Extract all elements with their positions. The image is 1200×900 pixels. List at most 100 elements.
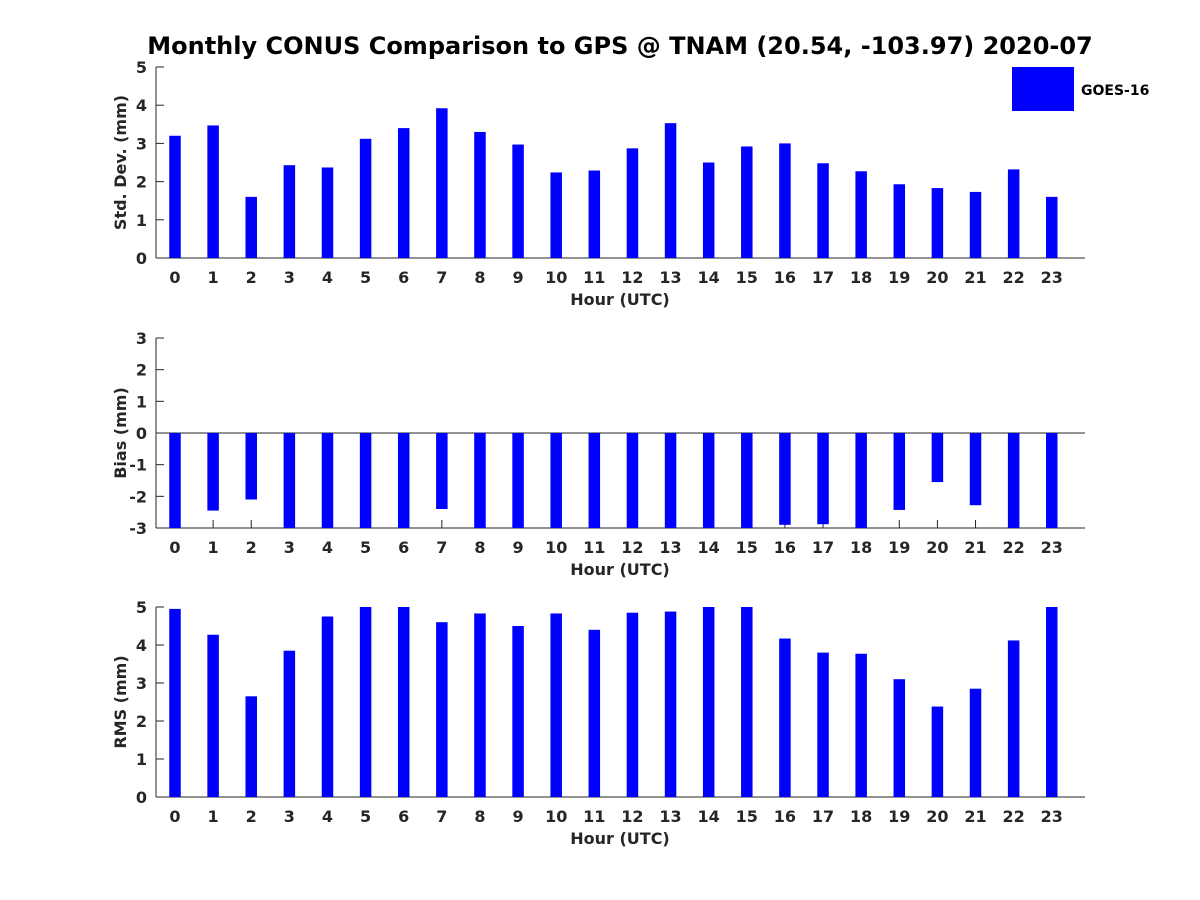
x-tick-label: 20 [926, 268, 948, 287]
bar-hour-8 [474, 613, 486, 797]
x-tick-label: 18 [850, 807, 872, 826]
bar-hour-20 [931, 433, 944, 483]
bar-hour-2 [245, 196, 257, 258]
x-tick-label: 12 [621, 538, 643, 557]
x-tick-label: 3 [284, 538, 295, 557]
x-tick-label: 0 [169, 268, 180, 287]
x-tick-label: 16 [774, 807, 796, 826]
y-tick-label: 1 [136, 392, 147, 411]
bar-hour-6 [397, 607, 410, 797]
x-axis-label: Hour (UTC) [570, 290, 670, 309]
bar-hour-11 [588, 433, 601, 528]
x-tick-label: 4 [322, 807, 333, 826]
bar-hour-16 [779, 638, 791, 797]
y-tick-label: 0 [136, 788, 147, 807]
x-tick-label: 19 [888, 268, 910, 287]
bar-hour-15 [741, 433, 753, 528]
bar-hour-10 [550, 433, 562, 528]
x-tick-label: 11 [583, 807, 605, 826]
bar-hour-18 [855, 171, 867, 258]
bar-hour-22 [1007, 433, 1020, 528]
y-tick-label: 0 [136, 249, 147, 268]
x-tick-label: 4 [322, 268, 333, 287]
y-axis-label: RMS (mm) [111, 655, 130, 748]
y-tick-label: 3 [136, 674, 147, 693]
bar-hour-0 [169, 608, 181, 797]
bar-hour-8 [474, 131, 486, 258]
x-tick-label: 1 [208, 538, 219, 557]
x-tick-label: 14 [698, 538, 720, 557]
x-tick-label: 16 [774, 268, 796, 287]
x-tick-label: 15 [736, 807, 758, 826]
bar-hour-9 [512, 433, 524, 528]
x-tick-label: 6 [398, 538, 409, 557]
x-tick-label: 14 [698, 268, 720, 287]
bar-hour-14 [702, 162, 715, 258]
bar-hour-13 [664, 433, 677, 528]
x-tick-label: 10 [545, 538, 567, 557]
y-tick-label: 4 [136, 636, 147, 655]
x-tick-label: 11 [583, 268, 605, 287]
x-tick-label: 1 [208, 268, 219, 287]
legend-swatch-goes-16 [1012, 67, 1074, 111]
bar-hour-2 [245, 696, 257, 797]
bar-hour-22 [1007, 640, 1020, 797]
bar-hour-17 [817, 433, 829, 525]
bar-hour-4 [321, 616, 334, 797]
x-tick-label: 7 [436, 268, 447, 287]
x-tick-label: 18 [850, 268, 872, 287]
y-tick-label: -2 [129, 487, 147, 506]
bar-hour-8 [474, 433, 486, 528]
bar-hour-18 [855, 653, 867, 797]
bar-hour-9 [512, 626, 524, 797]
y-tick-label: -3 [129, 519, 147, 538]
x-tick-label: 9 [513, 538, 524, 557]
bar-hour-4 [321, 167, 334, 258]
bar-hour-16 [779, 143, 791, 258]
bar-hour-3 [283, 650, 296, 797]
x-tick-label: 19 [888, 538, 910, 557]
bar-hour-5 [359, 607, 372, 797]
bar-hour-23 [1046, 196, 1058, 258]
bar-hour-21 [969, 191, 982, 258]
bar-hour-2 [245, 433, 257, 500]
x-tick-label: 6 [398, 268, 409, 287]
x-axis-label: Hour (UTC) [570, 560, 670, 579]
x-tick-label: 8 [474, 538, 485, 557]
x-tick-label: 4 [322, 538, 333, 557]
bar-hour-10 [550, 172, 562, 258]
y-tick-label: 2 [136, 173, 147, 192]
legend-label-goes-16: GOES-16 [1081, 83, 1149, 99]
x-tick-label: 9 [513, 807, 524, 826]
x-tick-label: 3 [284, 807, 295, 826]
y-tick-label: 3 [136, 134, 147, 153]
bar-hour-0 [169, 433, 181, 528]
bar-hour-10 [550, 613, 562, 797]
x-tick-label: 21 [964, 807, 986, 826]
y-tick-label: 2 [136, 361, 147, 380]
bar-hour-21 [969, 433, 982, 506]
bar-hour-5 [359, 138, 372, 258]
legend: GOES-16 [1012, 67, 1149, 111]
bar-hour-23 [1046, 433, 1058, 528]
bar-hour-6 [397, 433, 410, 528]
bar-hour-20 [931, 188, 944, 258]
y-axis-label: Std. Dev. (mm) [111, 95, 130, 230]
x-tick-label: 20 [926, 807, 948, 826]
x-tick-label: 6 [398, 807, 409, 826]
x-tick-label: 17 [812, 538, 834, 557]
x-tick-label: 18 [850, 538, 872, 557]
y-tick-label: -1 [129, 456, 147, 475]
bar-hour-14 [702, 607, 715, 797]
y-tick-label: 5 [136, 598, 147, 617]
y-tick-label: 3 [136, 329, 147, 348]
y-tick-label: 1 [136, 750, 147, 769]
x-tick-label: 14 [698, 807, 720, 826]
x-tick-label: 23 [1041, 268, 1063, 287]
x-tick-label: 3 [284, 268, 295, 287]
x-tick-label: 11 [583, 538, 605, 557]
